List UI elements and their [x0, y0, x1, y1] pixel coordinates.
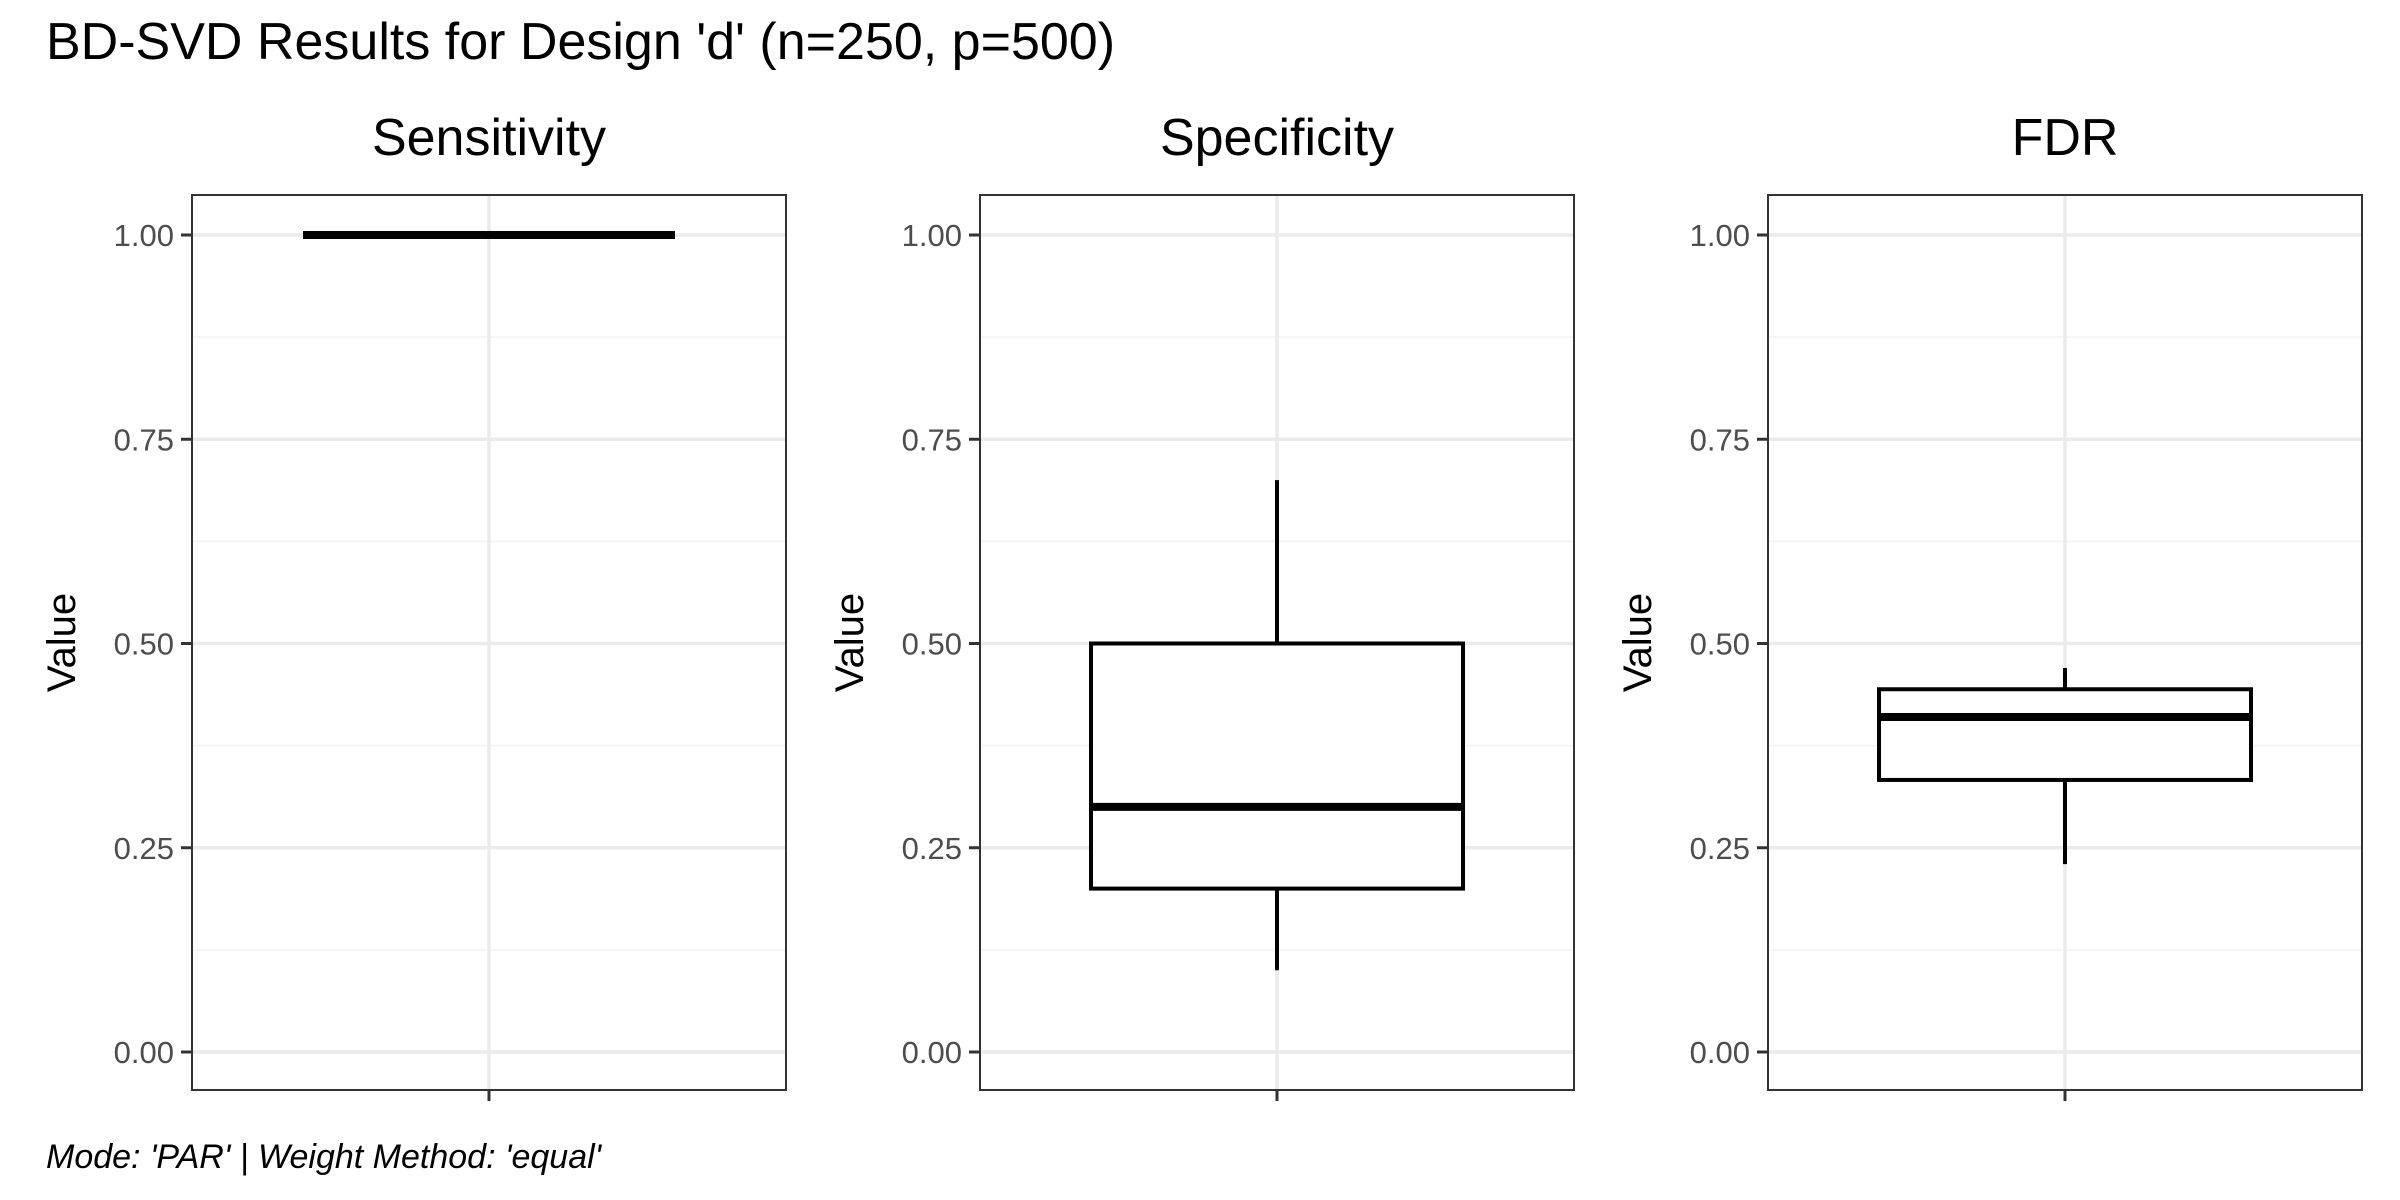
y-tick-label: 1.00	[114, 218, 174, 253]
y-tick-label: 0.25	[902, 831, 962, 866]
figure-caption: Mode: 'PAR' | Weight Method: 'equal'	[46, 1138, 602, 1176]
panel-title: Sensitivity	[372, 109, 606, 167]
y-tick-label: 0.50	[902, 627, 962, 662]
y-tick-label: 0.50	[114, 627, 174, 662]
y-tick-label: 0.25	[1690, 831, 1750, 866]
iqr-box	[1877, 687, 2253, 782]
y-tick-label: 1.00	[1690, 218, 1750, 253]
y-axis-title: Value	[828, 593, 872, 692]
y-axis-title: Value	[40, 593, 84, 692]
y-tick-label: 0.00	[1690, 1035, 1750, 1070]
panel-sensitivity: 0.00 0.25 0.50 0.75 1.00 Value Sensitivity	[40, 109, 787, 1101]
y-tick-label: 0.75	[1690, 422, 1750, 457]
y-tick-label: 1.00	[902, 218, 962, 253]
y-tick-label: 0.00	[114, 1035, 174, 1070]
iqr-box	[1089, 641, 1465, 891]
panel-title: FDR	[2012, 109, 2119, 167]
y-tick-label: 0.50	[1690, 627, 1750, 662]
y-tick-label: 0.25	[114, 831, 174, 866]
panel-specificity: 0.00 0.25 0.50 0.75 1.00 Value Specificity	[828, 109, 1575, 1101]
y-tick-label: 0.75	[902, 422, 962, 457]
y-tick-label: 0.75	[114, 422, 174, 457]
panel-title: Specificity	[1160, 109, 1394, 167]
panel-fdr: 0.00 0.25 0.50 0.75 1.00 Value FDR	[1616, 109, 2363, 1101]
y-axis-title: Value	[1616, 593, 1660, 692]
figure-title: BD-SVD Results for Design 'd' (n=250, p=…	[46, 13, 1116, 71]
y-tick-label: 0.00	[902, 1035, 962, 1070]
